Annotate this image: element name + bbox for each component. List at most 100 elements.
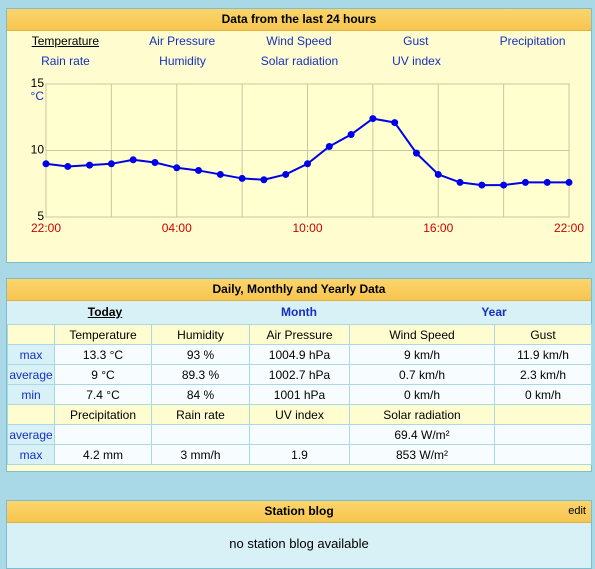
cell: 0 km/h <box>494 384 592 405</box>
data-row: max 13.3 °C 93 % 1004.9 hPa 9 km/h 11.9 km/h <box>7 344 592 365</box>
cell <box>494 424 592 445</box>
cell: 89.3 % <box>151 364 250 385</box>
data-point <box>304 160 311 168</box>
column-header <box>494 404 592 425</box>
tab-row: Rain rate Humidity Solar radiation UV index <box>7 51 591 71</box>
tab[interactable]: UV index <box>392 54 441 68</box>
data-point <box>500 181 508 189</box>
data-point <box>216 170 224 178</box>
panel-title: Data from the last 24 hours <box>7 9 591 31</box>
edit-link[interactable]: edit <box>568 505 586 517</box>
data-point <box>238 174 246 182</box>
row-label: average <box>7 364 55 385</box>
period-link[interactable]: Today <box>87 305 123 319</box>
x-tick-label: 22:00 <box>31 221 61 235</box>
cell: 4.2 mm <box>54 444 152 465</box>
cell: 0 km/h <box>349 384 495 405</box>
column-header: Humidity <box>151 324 250 345</box>
column-header: Temperature <box>54 324 152 345</box>
y-tick-label: 15 <box>31 76 45 90</box>
cell: 3 mm/h <box>151 444 250 465</box>
period-link[interactable]: Month <box>281 305 317 319</box>
tab[interactable]: Solar radiation <box>260 54 339 68</box>
data-point <box>325 143 333 151</box>
y-tick-label: 5 <box>37 209 44 223</box>
data-point <box>565 178 573 186</box>
x-tick-label: 04:00 <box>162 221 192 235</box>
panel-header: Station blog edit <box>7 501 591 523</box>
x-tick-label: 16:00 <box>423 221 453 235</box>
cell <box>7 324 55 345</box>
x-tick-label: 22:00 <box>554 221 584 235</box>
period-link[interactable]: Year <box>481 305 507 319</box>
data-point <box>42 160 50 168</box>
y-unit: °C <box>31 89 45 103</box>
blog-message: no station blog available <box>229 536 369 551</box>
data-point <box>521 178 529 186</box>
data-point <box>391 119 399 127</box>
cell: 13.3 °C <box>54 344 152 365</box>
column-header: Gust <box>494 324 592 345</box>
row-label: min <box>7 384 55 405</box>
header-row: Temperature Humidity Air Pressure Wind Spee… <box>7 324 592 345</box>
data-row: max 4.2 mm 3 mm/h 1.9 853 W/m² <box>7 444 592 465</box>
data-point <box>107 160 115 168</box>
cell: 9 km/h <box>349 344 495 365</box>
blog-panel: Station blog edit no station blog availa… <box>6 500 592 569</box>
cell: 69.4 W/m² <box>349 424 495 445</box>
tab[interactable]: Humidity <box>159 54 206 68</box>
data-point <box>434 170 442 178</box>
data-row: min 7.4 °C 84 % 1001 hPa 0 km/h 0 km/h <box>7 384 592 405</box>
data-row: average 9 °C 89.3 % 1002.7 hPa 0.7 km/h 2.3 k… <box>7 364 592 385</box>
panel-title: Daily, Monthly and Yearly Data <box>7 279 591 301</box>
cell: 1001 hPa <box>249 384 350 405</box>
tab[interactable]: Wind Speed <box>266 34 332 48</box>
period-row: Today Month Year <box>7 301 591 324</box>
chart-panel: Data from the last 24 hours Temperature A… <box>6 8 592 263</box>
stats-panel: Daily, Monthly and Yearly Data Today Mont… <box>6 278 592 472</box>
data-point <box>369 115 377 123</box>
column-header: Rain rate <box>151 404 250 425</box>
cell <box>494 444 592 465</box>
data-point <box>195 166 203 174</box>
cell: 7.4 °C <box>54 384 152 405</box>
data-point <box>347 131 355 139</box>
data-point <box>129 156 137 164</box>
panel-title: Station blog <box>264 504 334 518</box>
data-point <box>543 178 551 186</box>
cell: 1.9 <box>249 444 350 465</box>
tab[interactable]: Precipitation <box>499 34 566 48</box>
y-tick-label: 10 <box>31 143 45 157</box>
cell: 84 % <box>151 384 250 405</box>
tab-row: Temperature Air Pressure Wind Speed Gust Pre… <box>7 31 591 51</box>
column-header: Wind Speed <box>349 324 495 345</box>
data-point <box>151 158 159 166</box>
data-point <box>260 176 268 184</box>
cell <box>249 424 350 445</box>
row-label: average <box>7 424 55 445</box>
column-header: UV index <box>249 404 350 425</box>
cell: 853 W/m² <box>349 444 495 465</box>
data-point <box>86 161 94 169</box>
column-header: Precipitation <box>54 404 152 425</box>
row-label: max <box>7 344 55 365</box>
data-point <box>456 178 464 186</box>
tab[interactable]: Air Pressure <box>149 34 216 48</box>
header-row: Precipitation Rain rate UV index Solar radi… <box>7 404 592 425</box>
tab[interactable]: Gust <box>403 34 429 48</box>
data-row: average 69.4 W/m² <box>7 424 592 445</box>
cell <box>54 424 152 445</box>
column-header: Solar radiation <box>349 404 495 425</box>
data-point <box>64 162 72 170</box>
data-point <box>478 181 486 189</box>
column-header: Air Pressure <box>249 324 350 345</box>
cell <box>151 424 250 445</box>
tab[interactable]: Rain rate <box>41 54 90 68</box>
tab[interactable]: Temperature <box>31 34 100 48</box>
data-point <box>173 164 181 172</box>
cell: 93 % <box>151 344 250 365</box>
cell: 0.7 km/h <box>349 364 495 385</box>
cell: 1002.7 hPa <box>249 364 350 385</box>
